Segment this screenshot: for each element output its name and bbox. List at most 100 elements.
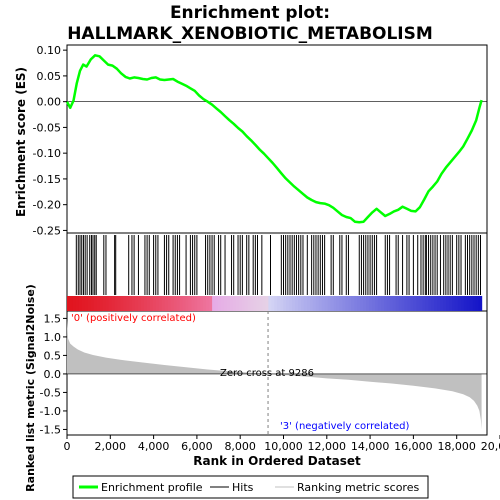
legend-enrichment-label: Enrichment profile: [101, 481, 203, 494]
colorbar-segment: [108, 296, 113, 311]
colorbar-segment: [164, 296, 169, 311]
axes-layer: 0 2,000 4,000 6,000 8,000 10,000 12,000 14,000 1…: [33, 44, 500, 453]
colorbar-segment: [141, 296, 145, 311]
es-y-tick-label: -0.05: [33, 121, 61, 134]
colorbar-segment: [312, 296, 317, 311]
colorbar-segment: [451, 296, 456, 311]
colorbar-segment: [132, 296, 136, 311]
colorbar-segment: [114, 296, 118, 311]
colorbar-segment: [235, 296, 240, 311]
colorbar-segment: [401, 296, 406, 311]
x-tick-label: 16,000: [394, 440, 433, 453]
legend-box: [72, 475, 429, 499]
colorbar-segment: [336, 296, 341, 311]
colorbar-segment: [218, 296, 222, 311]
es-layer: [65, 54, 487, 224]
colorbar-segment: [176, 296, 181, 311]
colorbar-segment: [472, 296, 477, 311]
colorbar-segment: [306, 296, 311, 311]
colorbar-segment: [152, 296, 157, 311]
colorbar-segment: [72, 296, 77, 311]
colorbar-segment: [321, 296, 326, 311]
enrichment-profile-line: [65, 54, 483, 224]
colorbar-segment: [75, 296, 80, 311]
x-tick-label: 8,000: [224, 440, 256, 453]
colorbar-segment: [200, 296, 204, 311]
colorbar-segment: [351, 296, 355, 311]
colorbar-segment: [446, 296, 450, 311]
colorbar-segment: [413, 296, 418, 311]
positive-correlation-label: '0' (positively correlated): [71, 313, 196, 324]
colorbar-segment: [78, 296, 83, 311]
metric-y-tick-label: 1.0: [44, 331, 62, 344]
colorbar-segment: [170, 296, 175, 311]
colorbar-segment: [90, 296, 95, 311]
negative-correlation-label: '3' (negatively correlated): [280, 421, 409, 432]
colorbar-segment: [229, 296, 234, 311]
colorbar-segment: [398, 296, 403, 311]
colorbar-segment: [167, 296, 172, 311]
colorbar-segment: [431, 296, 435, 311]
colorbar-segment: [454, 296, 459, 311]
colorbar-segment: [268, 296, 272, 311]
colorbar-segment: [463, 296, 468, 311]
colorbar-segment: [377, 296, 382, 311]
ranking-metric-area: [67, 320, 482, 430]
colorbar-segment: [360, 296, 364, 311]
colorbar-segment: [404, 296, 409, 311]
colorbar-segment: [67, 296, 71, 311]
colorbar-segment: [173, 296, 178, 311]
colorbar-segment: [339, 296, 344, 311]
colorbar-segment: [253, 296, 258, 311]
colorbar-segment: [247, 296, 252, 311]
colorbar-segment: [434, 296, 438, 311]
x-tick-label: 10,000: [264, 440, 303, 453]
x-tick-label: 18,000: [437, 440, 476, 453]
colorbar-segment: [416, 296, 420, 311]
colorbar-segment: [197, 296, 201, 311]
es-y-tick-label: -0.10: [33, 147, 61, 160]
colorbar-segment: [87, 296, 92, 311]
colorbar-segment: [345, 296, 349, 311]
colorbar-segment: [363, 296, 367, 311]
colorbar-segment: [460, 296, 465, 311]
colorbar-segment: [226, 296, 231, 311]
colorbar-segment: [469, 296, 474, 311]
colorbar-segment: [286, 296, 290, 311]
colorbar-segment: [440, 296, 444, 311]
colorbar-segment: [194, 296, 198, 311]
colorbar-segment: [238, 296, 243, 311]
colorbar-segment: [262, 296, 267, 311]
colorbar-segment: [123, 296, 127, 311]
colorbar-segment: [348, 296, 352, 311]
colorbar-segment: [120, 296, 124, 311]
colorbar-segment: [318, 296, 323, 311]
colorbar-segment: [357, 296, 361, 311]
x-axis-label: Rank in Ordered Dataset: [193, 454, 361, 468]
colorbar-segment: [138, 296, 142, 311]
colorbar-segment: [96, 296, 101, 311]
x-tick-label: 12,000: [308, 440, 347, 453]
colorbar-segment: [372, 296, 376, 311]
colorbar-segment: [466, 296, 471, 311]
colorbar-segment: [443, 296, 447, 311]
metric-y-tick-label: -1.5: [40, 423, 61, 436]
colorbar-segment: [392, 296, 397, 311]
colorbar-segment: [129, 296, 133, 311]
colorbar-segment: [99, 296, 104, 311]
colorbar-segment: [93, 296, 98, 311]
colorbar-segment: [342, 296, 346, 311]
colorbar-segment: [386, 296, 391, 311]
colorbar-segment: [297, 296, 302, 311]
colorbar-segment: [292, 296, 296, 311]
legend: Enrichment profile Hits Ranking metric s…: [72, 475, 429, 499]
zero-cross-label: Zero cross at 9286: [220, 368, 314, 379]
colorbar-segment: [478, 296, 483, 311]
colorbar-segment: [185, 296, 190, 311]
es-panel: [66, 44, 488, 234]
colorbar-segment: [232, 296, 237, 311]
colorbar-segment: [146, 296, 151, 311]
colorbar-segment: [419, 296, 423, 311]
colorbar-segment: [259, 296, 264, 311]
